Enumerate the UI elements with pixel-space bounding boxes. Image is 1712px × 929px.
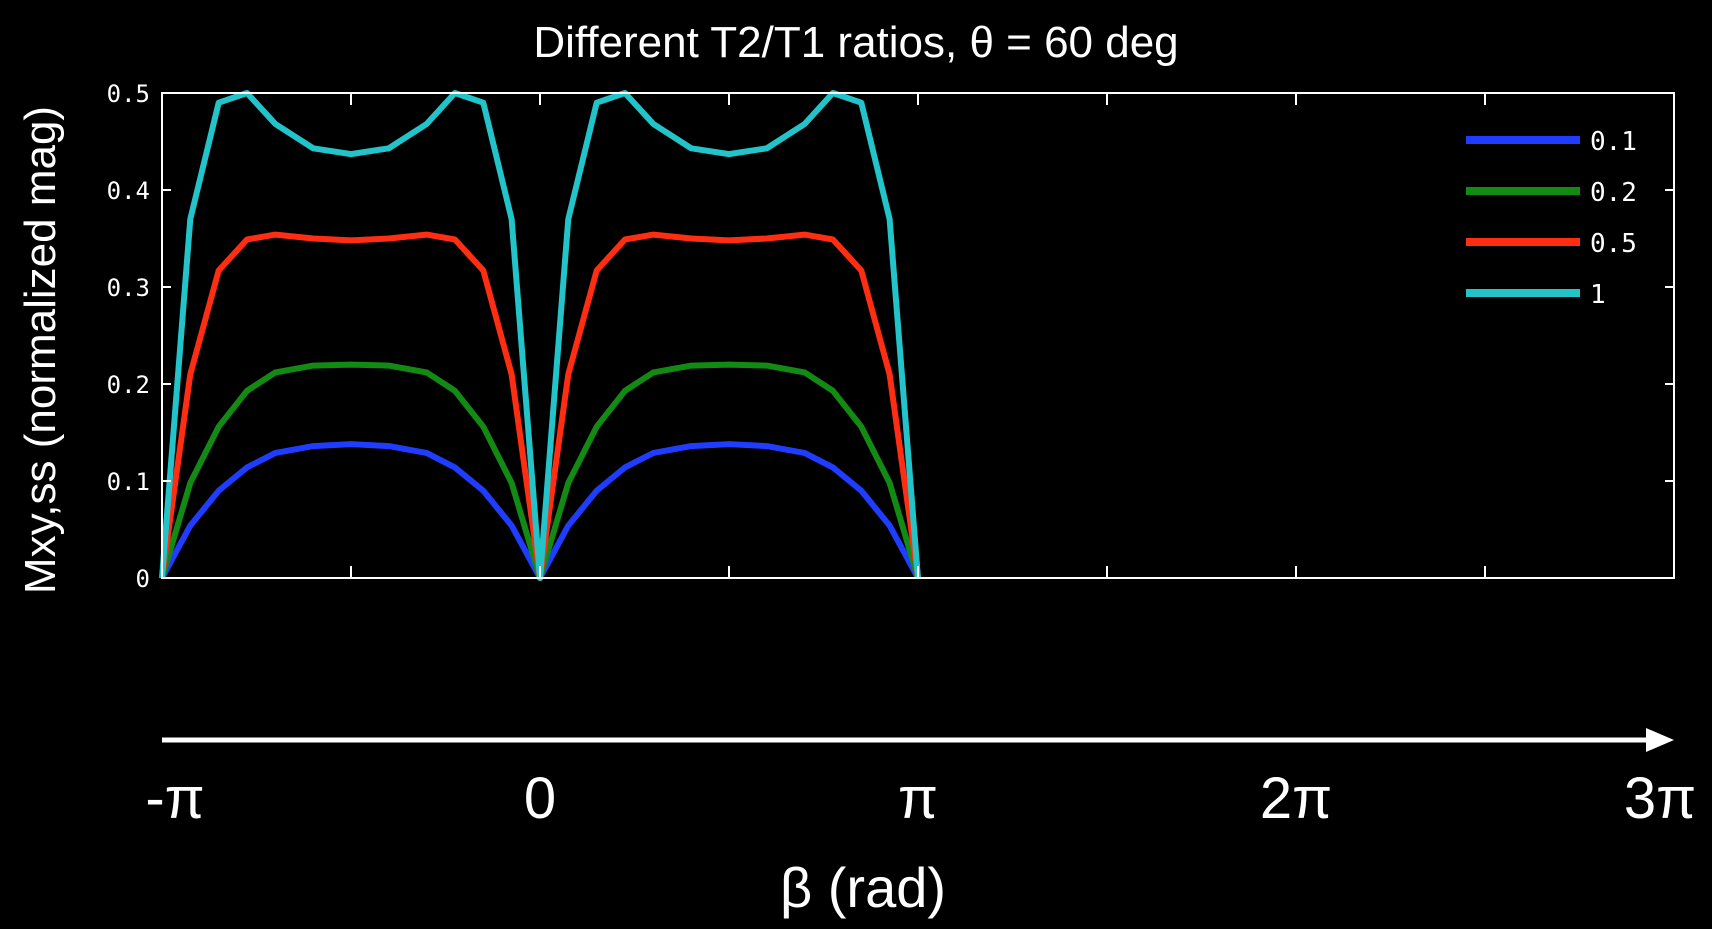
legend-label: 0.2 [1590,178,1637,208]
y-tick-label: 0.4 [107,177,150,205]
y-tick-label: 0.2 [107,371,150,399]
x-axis-tick-label: 0 [524,766,556,831]
x-axis-tick-label: π [898,766,938,831]
x-axis-label: β (rad) [780,856,947,919]
x-axis-tick-label: -π [145,766,204,831]
y-tick-label: 0.5 [107,80,150,108]
legend: 0.1 0.2 0.5 1 [1466,127,1637,310]
plot-area [159,90,921,581]
y-axis-label: Mxy,ss (normalized mag) [16,106,65,594]
x-arrow-head [1646,728,1674,752]
plot-frame [161,92,1675,579]
series-line-0-5 [159,231,921,581]
y-tick-label: 0.1 [107,468,150,496]
x-axis-tick-label: 3π [1624,766,1696,831]
y-tick-label: 0 [136,565,150,593]
y-tick-label: 0.3 [107,274,150,302]
legend-label: 1 [1590,280,1606,310]
chart-title: Different T2/T1 ratios, θ = 60 deg [533,18,1178,67]
legend-label: 0.5 [1590,229,1637,259]
x-axis-tick-label: 2π [1260,766,1332,831]
legend-label: 0.1 [1590,127,1637,157]
series-line-1 [159,90,921,581]
axes: 0 0.1 0.2 0.3 0.4 0.5 -π 0 π 2π 3π [107,80,1697,831]
